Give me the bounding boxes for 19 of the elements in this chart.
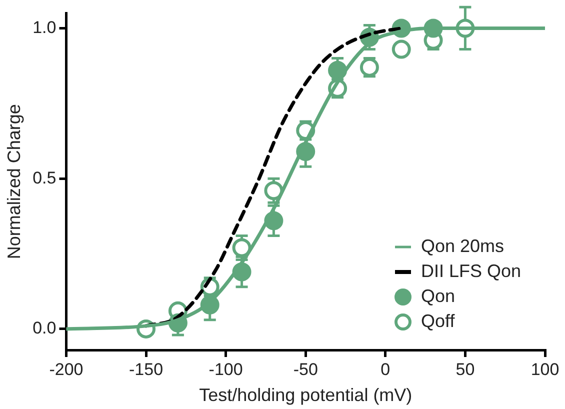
- point: [392, 40, 411, 59]
- y-axis-title: Normalized Charge: [4, 104, 24, 260]
- x-tick-label: -200: [49, 360, 84, 379]
- x-tick-label: -50: [293, 360, 318, 379]
- legend-label: Qoff: [421, 310, 456, 331]
- x-tick-label: 50: [456, 360, 475, 379]
- y-tick-label: 0.0: [32, 318, 56, 338]
- x-axis-title: Test/holding potential (mV): [199, 385, 412, 406]
- x-tick-label: 0: [380, 360, 390, 379]
- y-tick-label: 0.5: [32, 168, 56, 188]
- point: [264, 181, 284, 200]
- legend-label: Qon: [421, 286, 456, 306]
- legend-label: Qon 20ms: [421, 236, 504, 256]
- x-tick-label: -150: [129, 360, 164, 379]
- legend-label: DII LFS Qon: [421, 260, 522, 281]
- point: [232, 238, 252, 258]
- x-tick-label: 100: [530, 360, 560, 379]
- y-tick-label: 1.0: [32, 18, 56, 37]
- x-tick-label: -100: [208, 360, 243, 379]
